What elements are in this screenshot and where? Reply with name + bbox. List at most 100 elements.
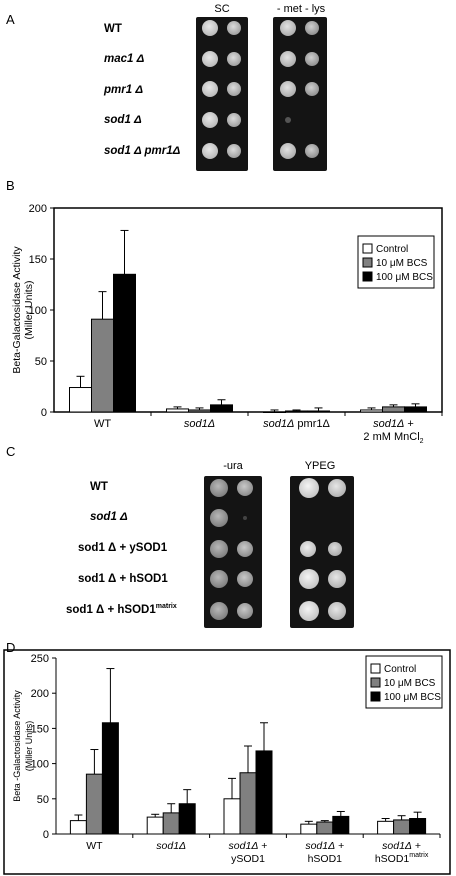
bar [146, 816, 164, 835]
yeast-spot [305, 52, 319, 66]
bar [113, 273, 136, 413]
yeast-spot [280, 143, 296, 159]
panel-a-strain-sod1: sod1 Δ [104, 114, 142, 126]
legend-swatch [370, 677, 381, 688]
panel-a-strain-pmr1: pmr1 Δ [104, 84, 144, 96]
yeast-spot [243, 516, 247, 520]
category-label: sod1Δ pmr1Δ [263, 418, 330, 430]
y-tick-label: 0 [41, 407, 47, 419]
category-label: ySOD1 [231, 853, 265, 865]
bar [360, 409, 383, 413]
bar [69, 820, 87, 835]
bar [210, 404, 233, 413]
bar [69, 387, 92, 413]
panel-a-strain-sod1-pmr1: sod1 Δ pmr1Δ [104, 145, 181, 157]
yeast-spot [305, 21, 319, 35]
category-label: sod1Δ + [229, 840, 268, 852]
yeast-spot [202, 20, 218, 36]
bar [223, 798, 241, 835]
category-label-italic: sod1Δ [156, 840, 186, 852]
yeast-spot [210, 509, 228, 527]
yeast-spot [227, 113, 241, 127]
bar [91, 318, 114, 413]
bar [178, 803, 196, 835]
panel-c-condition-ura: -ura [223, 460, 243, 472]
category-label-italic: sod1Δ [263, 418, 294, 430]
yeast-spot [328, 602, 346, 620]
yeast-spot [227, 144, 241, 158]
panel-c-strain-sod1-hsod1-matrix-name: sod1 Δ + hSOD1 [66, 603, 156, 616]
yeast-spot [280, 81, 296, 97]
category-label-italic: sod1Δ [373, 418, 404, 430]
y-tick-label: 250 [31, 653, 49, 665]
panel-c-strain-sod1-hsod1-matrix-sup: matrix [155, 603, 177, 610]
category-label: hSOD1matrix [375, 852, 429, 865]
yeast-spot [227, 82, 241, 96]
panel-a-letter: A [6, 12, 15, 27]
yeast-spot [210, 540, 228, 558]
y-tick-label: 150 [29, 254, 47, 266]
category-label: WT [94, 418, 111, 430]
legend-swatch [370, 663, 381, 674]
panel-c-strain-sod1-hsod1-matrix: sod1 Δ + hSOD1matrix [66, 603, 177, 616]
yeast-spot [237, 541, 253, 557]
yeast-spot [202, 143, 218, 159]
panel-a-strain-mac1: mac1 Δ [104, 53, 145, 65]
yeast-spot [237, 480, 253, 496]
y-axis-label: Beta-Galactosidase Activity [11, 246, 23, 374]
bar [85, 773, 103, 835]
panel-c-condition-ypeg: YPEG [304, 460, 336, 472]
panel-a-condition-met-lys: - met - lys [276, 3, 326, 15]
category-label: sod1Δ + [305, 840, 344, 852]
y-tick-label: 0 [43, 829, 49, 841]
panel-c-strain-wt: WT [90, 481, 108, 493]
bar [162, 812, 180, 835]
category-label: sod1Δ [184, 418, 215, 430]
legend-swatch [362, 257, 373, 268]
y-tick-label: 200 [31, 688, 49, 700]
bar [188, 409, 211, 413]
yeast-spot [328, 570, 346, 588]
category-label-rest: + [412, 840, 421, 852]
bar [239, 772, 257, 835]
yeast-spot [328, 479, 346, 497]
bar [377, 820, 395, 835]
yeast-spot [305, 82, 319, 96]
category-label-main: 2 mM MnCl [363, 431, 419, 443]
bar [332, 815, 350, 835]
yeast-spot [328, 542, 342, 556]
category-label-rest: pmr1Δ [294, 418, 330, 430]
category-label-rest: + [258, 840, 267, 852]
category-label-sup: matrix [409, 852, 429, 859]
panel-c-letter: C [6, 444, 16, 459]
panel-a-strain-wt: WT [104, 23, 122, 35]
legend-label: 10 μM BCS [384, 678, 436, 689]
y-tick-label: 200 [29, 203, 47, 215]
bar [255, 750, 273, 835]
y-tick-label: 50 [37, 794, 49, 806]
yeast-spot [299, 569, 319, 589]
yeast-spot [227, 21, 241, 35]
legend-swatch [370, 691, 381, 702]
bar [409, 818, 427, 835]
bar [316, 821, 334, 835]
category-label: sod1Δ + [373, 418, 414, 430]
y-axis-label-units: (Miller Units) [24, 721, 34, 772]
category-label: sod1Δ + [382, 840, 421, 852]
yeast-spot [300, 541, 316, 557]
yeast-spot [280, 51, 296, 67]
y-tick-label: 150 [31, 723, 49, 735]
yeast-spot [210, 570, 228, 588]
category-label: 2 mM MnCl2 [363, 431, 423, 445]
y-tick-label: 100 [31, 759, 49, 771]
panel-d-letter: D [6, 640, 16, 655]
bar [382, 406, 405, 413]
yeast-spot [237, 571, 253, 587]
legend-label: 100 μM BCS [384, 692, 441, 703]
yeast-spot [210, 479, 228, 497]
category-label-italic: sod1Δ [305, 840, 335, 852]
y-tick-label: 100 [29, 305, 47, 317]
yeast-spot [202, 81, 218, 97]
bar [300, 823, 318, 835]
yeast-spot [210, 602, 228, 620]
